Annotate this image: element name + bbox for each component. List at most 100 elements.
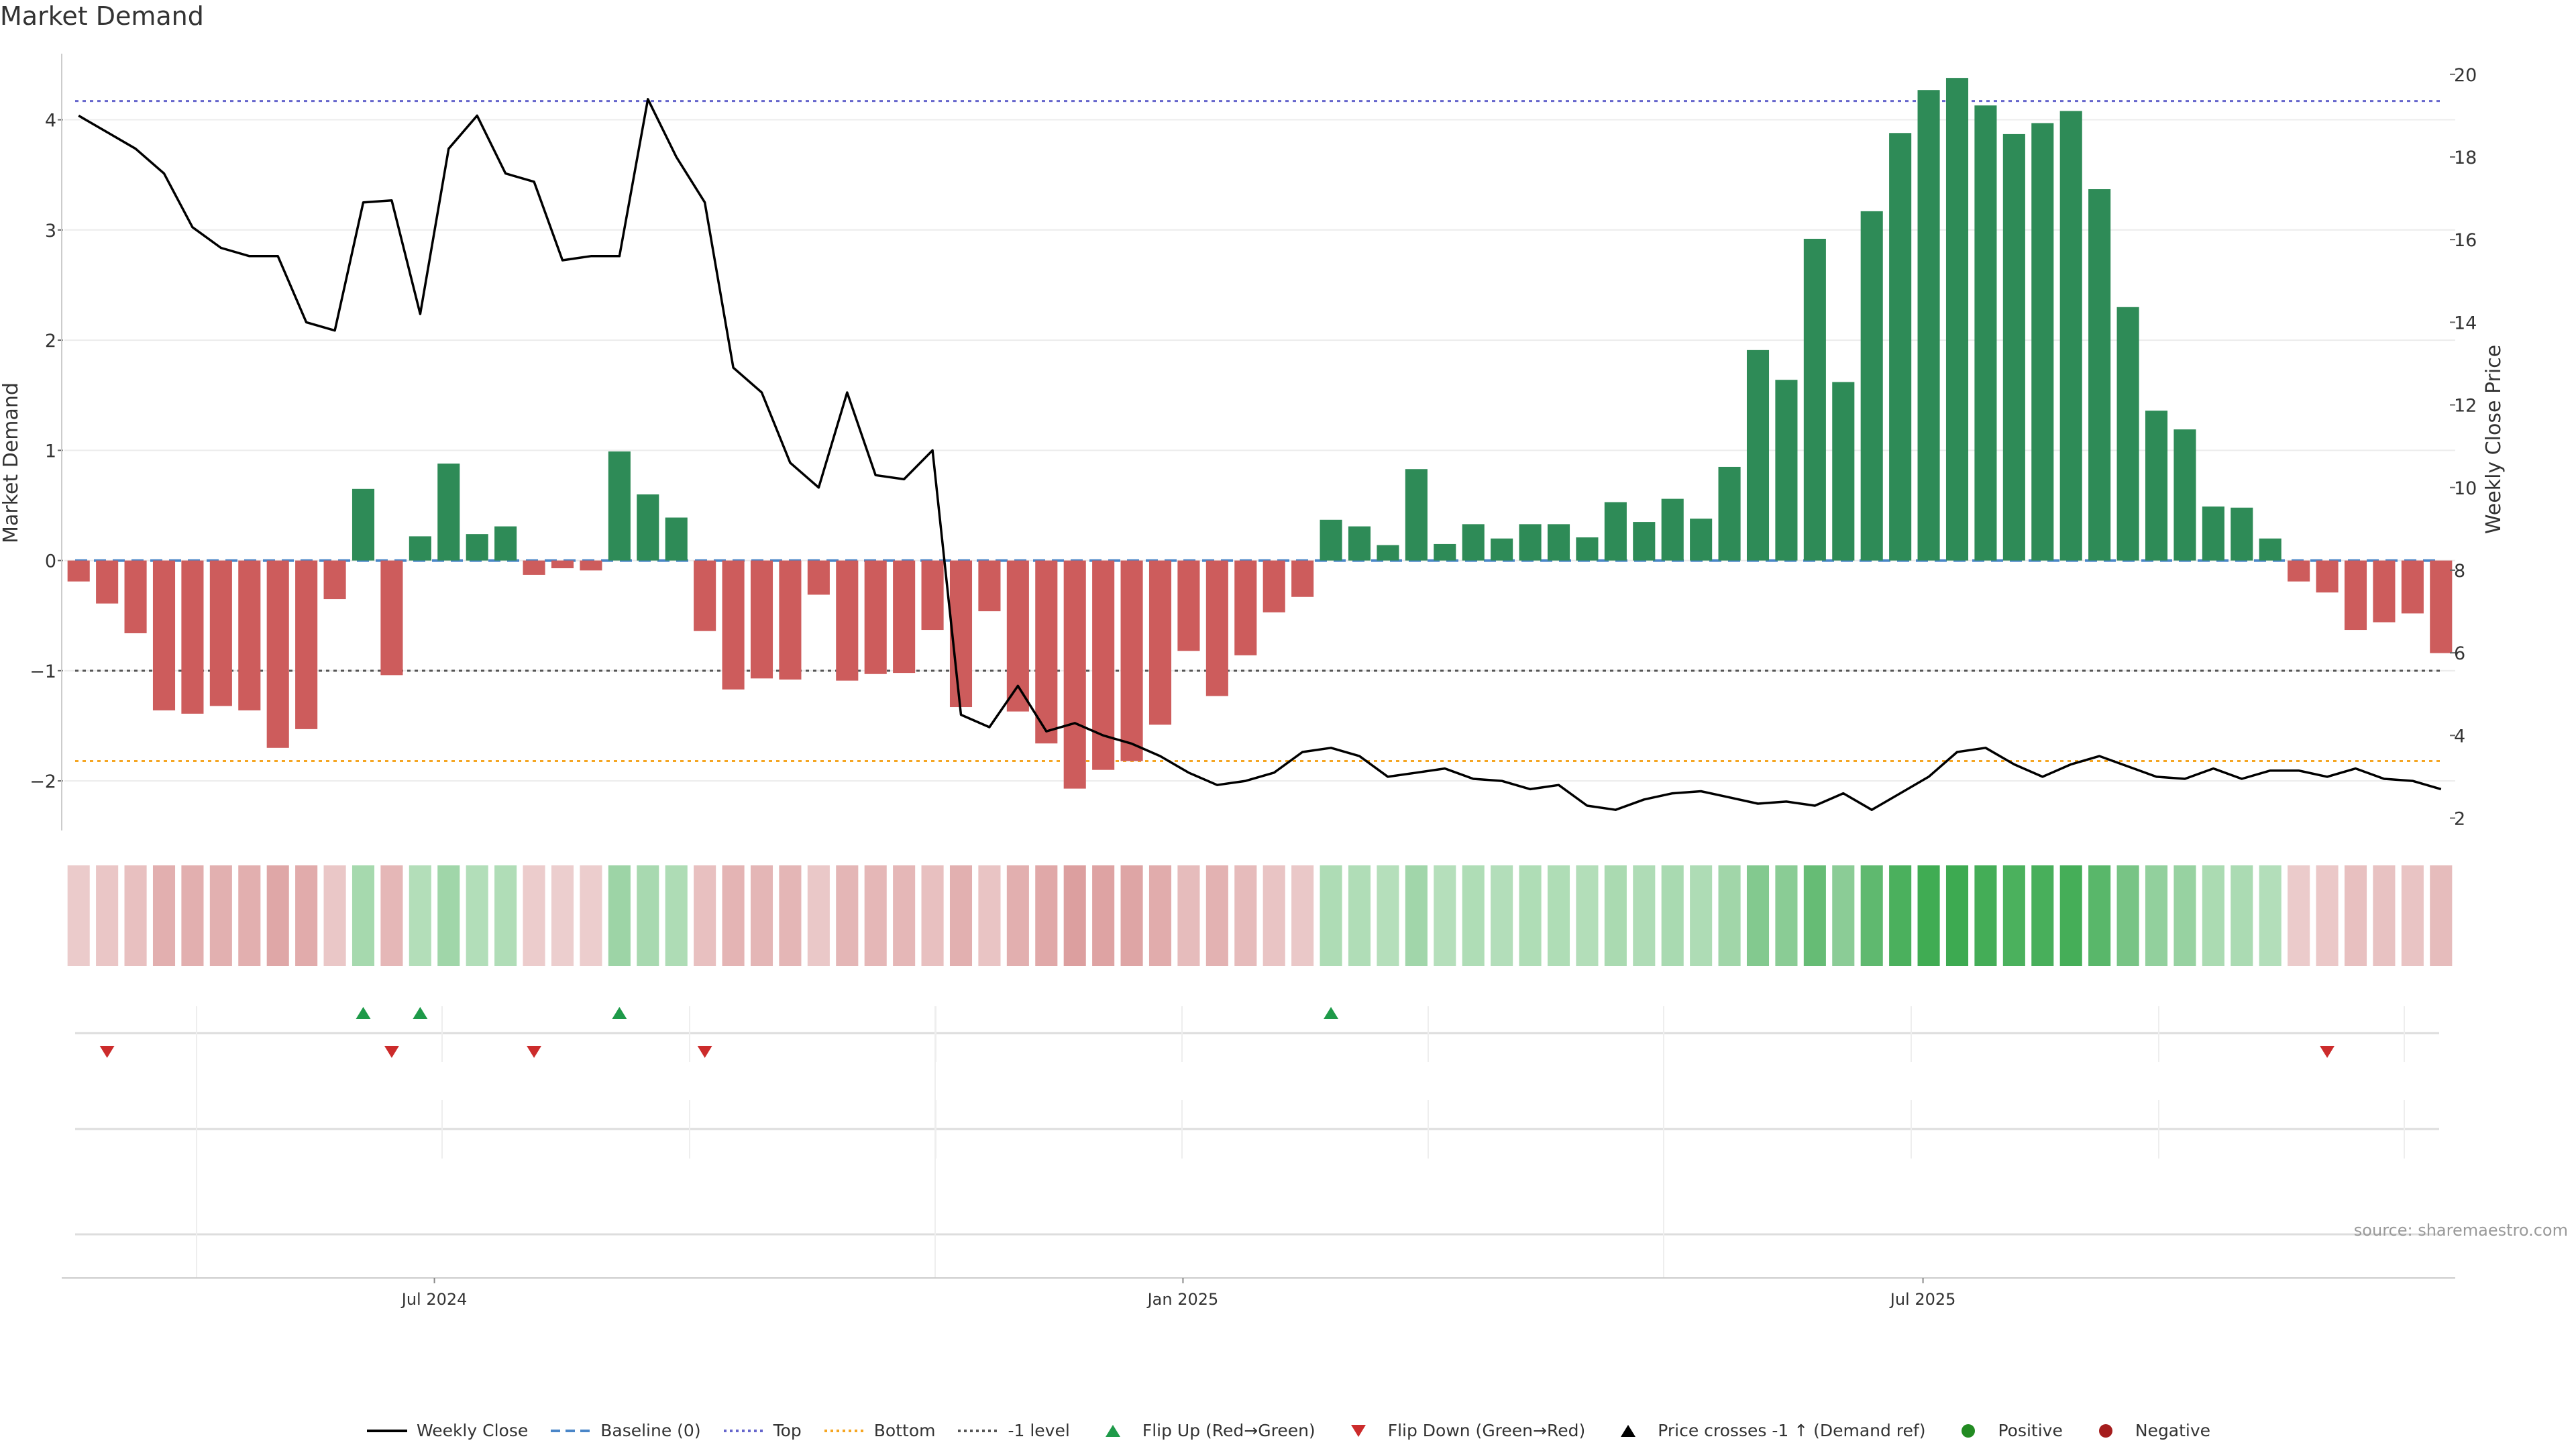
circle-icon — [1962, 1424, 1976, 1438]
heat-cell — [1063, 865, 1086, 966]
demand-bar — [380, 560, 403, 676]
demand-bar — [893, 560, 916, 674]
heat-cell — [949, 865, 973, 966]
heat-cell — [1661, 865, 1684, 966]
demand-bar — [722, 560, 745, 690]
heat-cell — [2059, 865, 2082, 966]
heat-cell — [1177, 865, 1200, 966]
demand-bar — [1377, 545, 1399, 561]
legend-item: Top — [722, 1421, 802, 1440]
heat-cell — [893, 865, 916, 966]
y2-tick-label: 10 — [2454, 478, 2477, 499]
y2-tick-label: 6 — [2454, 643, 2465, 664]
heat-cell — [1519, 865, 1542, 966]
demand-bar — [2174, 429, 2196, 561]
demand-bar — [494, 526, 517, 561]
demand-bar — [1633, 522, 1656, 561]
demand-bar — [238, 560, 261, 710]
legend-label: Baseline (0) — [600, 1421, 701, 1440]
demand-bar — [1860, 211, 1883, 561]
demand-bars — [67, 78, 2453, 789]
legend: Weekly Close Baseline (0) Top Bottom -1 leve… — [0, 1421, 2576, 1440]
heat-cell — [1547, 865, 1570, 966]
x-axis: Jul 2024 Jan 2025 Jul 2025 — [62, 1277, 2455, 1309]
heat-cell — [2288, 865, 2310, 966]
heat-cell — [2002, 865, 2025, 966]
triangle-down-icon — [1350, 1424, 1366, 1437]
heat-cell — [67, 865, 90, 966]
demand-bar — [1205, 560, 1228, 696]
y-tick-label: −2 — [30, 771, 56, 792]
y2-tick-label: 16 — [2454, 230, 2477, 251]
heat-cell — [1377, 865, 1399, 966]
demand-bar — [978, 560, 1001, 612]
y2-tick-label: 8 — [2454, 561, 2465, 582]
heat-strip — [67, 865, 2453, 966]
demand-bar — [1775, 380, 1798, 561]
demand-bar — [96, 560, 119, 604]
demand-bar — [209, 560, 232, 706]
heat-cell — [409, 865, 431, 966]
heat-cell — [1434, 865, 1456, 966]
heat-cell — [152, 865, 176, 966]
demand-bar — [864, 560, 887, 674]
weekly-close-line — [78, 98, 2442, 811]
demand-bar — [2145, 411, 2168, 561]
flip-up-marker — [612, 1007, 627, 1019]
heat-cell — [1291, 865, 1314, 966]
heat-cell — [1035, 865, 1058, 966]
demand-bar — [1234, 560, 1257, 655]
y-tick-label: −1 — [30, 661, 56, 682]
flip-markers — [75, 1006, 2439, 1278]
legend-item: Negative — [2084, 1421, 2210, 1440]
legend-item: Flip Down (Green→Red) — [1337, 1421, 1585, 1440]
y2-tick-label: 4 — [2454, 726, 2465, 747]
heat-cell — [1889, 865, 1912, 966]
demand-bar — [67, 560, 90, 582]
heat-cell — [2401, 865, 2424, 966]
heat-cell — [238, 865, 261, 966]
demand-bar — [1604, 502, 1627, 561]
heat-cell — [2316, 865, 2339, 966]
heat-cell — [722, 865, 745, 966]
demand-bar — [1006, 560, 1029, 712]
heat-cell — [380, 865, 403, 966]
demand-bar — [921, 560, 944, 631]
demand-bar — [124, 560, 147, 633]
demand-bar — [2344, 560, 2367, 631]
line-dashed-icon — [551, 1429, 592, 1432]
heat-cell — [1120, 865, 1143, 966]
heat-cell — [1690, 865, 1713, 966]
heat-cell — [2088, 865, 2111, 966]
heat-cell — [1803, 865, 1826, 966]
line-solid-icon — [366, 1429, 407, 1432]
y-tick-label: 0 — [45, 551, 56, 572]
demand-bar — [1576, 537, 1599, 561]
heat-cell — [1633, 865, 1656, 966]
heat-cell — [608, 865, 631, 966]
flip-down-marker — [384, 1046, 399, 1058]
heat-cell — [694, 865, 716, 966]
demand-bar — [1263, 560, 1285, 612]
heat-cell — [1462, 865, 1485, 966]
demand-bar — [352, 488, 375, 561]
demand-bar — [1405, 469, 1428, 561]
x-tick-label: Jul 2025 — [1889, 1290, 1956, 1309]
demand-bar — [523, 560, 545, 575]
demand-bar — [409, 536, 431, 561]
demand-bar — [1889, 133, 1912, 561]
demand-bar — [2259, 538, 2282, 561]
heat-cell — [523, 865, 545, 966]
y-axis-label: Market Demand — [0, 382, 23, 543]
line-dotted-icon — [824, 1429, 865, 1432]
demand-bar — [1063, 560, 1086, 789]
heat-cell — [124, 865, 147, 966]
y-tick-label: 2 — [45, 331, 56, 352]
demand-bar — [637, 494, 659, 561]
heat-cell — [779, 865, 802, 966]
legend-item: Positive — [1947, 1421, 2063, 1440]
legend-label: Positive — [1998, 1421, 2063, 1440]
demand-bar — [2059, 111, 2082, 561]
